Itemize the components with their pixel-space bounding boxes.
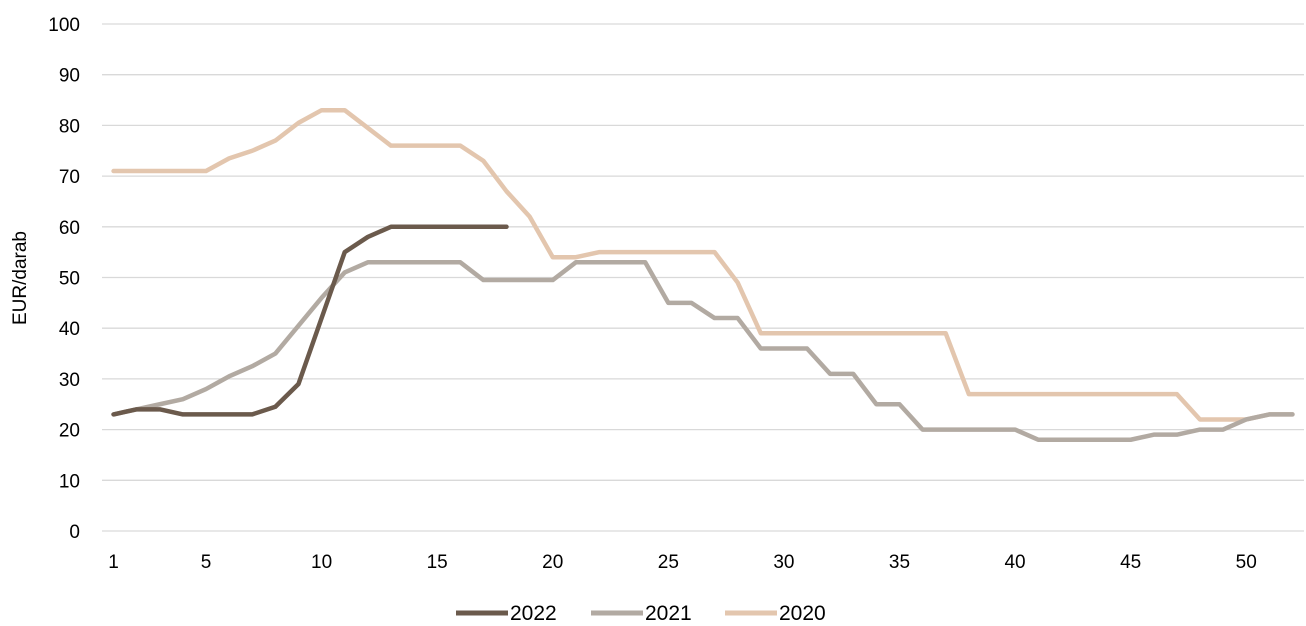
- legend-label-2022: 2022: [510, 602, 557, 625]
- y-tick-label: 20: [59, 421, 80, 442]
- series-line-2022: [111, 224, 509, 417]
- x-tick-label: 25: [658, 552, 679, 573]
- y-tick-label: 60: [59, 218, 80, 239]
- y-tick-label: 90: [59, 66, 80, 87]
- series-line-2020: [111, 107, 1295, 422]
- y-axis-title: EUR/darab: [10, 231, 31, 325]
- x-tick-label: 20: [542, 552, 563, 573]
- y-tick-label: 50: [59, 269, 80, 290]
- y-tick-label: 70: [59, 167, 80, 188]
- y-tick-label: 80: [59, 116, 80, 137]
- x-tick-label: 40: [1004, 552, 1025, 573]
- x-tick-label: 50: [1236, 552, 1257, 573]
- x-tick-label: 10: [311, 552, 332, 573]
- x-tick-label: 1: [108, 552, 119, 573]
- legend-label-2020: 2020: [779, 602, 826, 625]
- y-tick-label: 100: [48, 15, 80, 36]
- y-tick-label: 40: [59, 319, 80, 340]
- y-tick-label: 0: [69, 522, 80, 543]
- x-tick-label: 5: [201, 552, 212, 573]
- y-tick-label: 10: [59, 471, 80, 492]
- legend-label-2021: 2021: [645, 602, 692, 625]
- series-line-2021: [111, 260, 1295, 442]
- x-axis-ticks: 1 5 10 15 20 25 30 35 40 45 50: [108, 552, 1257, 573]
- y-axis-ticks: 0 10 20 30 40 50 60 70 80 90 100: [48, 15, 80, 543]
- legend: 2022 2021 2020: [456, 602, 826, 625]
- x-tick-label: 45: [1120, 552, 1141, 573]
- y-tick-label: 30: [59, 370, 80, 391]
- series-lines: [111, 107, 1295, 442]
- x-tick-label: 15: [427, 552, 448, 573]
- x-tick-label: 35: [889, 552, 910, 573]
- x-tick-label: 30: [773, 552, 794, 573]
- gridlines: [102, 23, 1304, 532]
